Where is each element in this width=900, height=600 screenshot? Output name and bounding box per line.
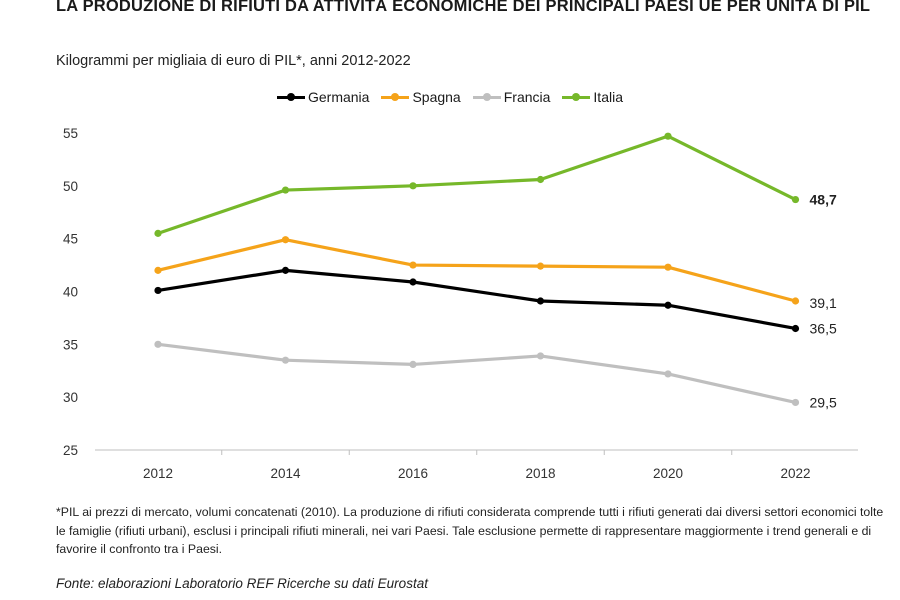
data-point-germania — [536, 297, 545, 305]
series-line-italia — [156, 134, 798, 235]
x-tick-label: 2014 — [270, 466, 301, 481]
chart-subtitle: Kilogrammi per migliaia di euro di PIL*,… — [56, 53, 411, 69]
source-note: Fonte: elaborazioni Laboratorio REF Rice… — [56, 576, 428, 591]
legend-item-spagna: Spagna — [381, 89, 461, 105]
end-label-francia: 29,5 — [810, 394, 837, 410]
footnote: *PIL ai prezzi di mercato, volumi concat… — [56, 505, 884, 556]
data-point-francia — [791, 398, 800, 407]
x-tick-label: 2012 — [143, 466, 173, 481]
data-point-italia — [536, 175, 545, 184]
data-point-italia — [664, 132, 672, 140]
end-label-spagna: 39,1 — [810, 295, 837, 311]
data-point-spagna — [791, 297, 800, 305]
data-point-francia — [536, 352, 545, 360]
legend-swatch-italia — [562, 93, 591, 101]
chart-title: LA PRODUZIONE DI RIFIUTI DA ATTIVITÀ ECO… — [56, 0, 871, 15]
data-point-francia — [281, 356, 290, 364]
data-point-germania — [154, 286, 162, 295]
legend-item-francia: Francia — [472, 89, 551, 105]
y-tick-label: 45 — [63, 232, 78, 247]
legend-item-italia: Italia — [562, 89, 623, 105]
data-point-spagna — [281, 236, 290, 244]
series-line-spagna — [156, 238, 798, 303]
data-point-germania — [791, 324, 800, 333]
end-label-germania: 36,5 — [810, 320, 837, 336]
chart-legend: Germania Spagna Francia Italia — [0, 89, 900, 105]
y-tick-label: 30 — [63, 390, 78, 405]
legend-label-spagna: Spagna — [412, 89, 461, 105]
legend-label-italia: Italia — [593, 89, 623, 105]
legend-swatch-spagna — [381, 93, 410, 101]
legend-label-francia: Francia — [503, 89, 551, 105]
y-tick-label: 35 — [63, 337, 78, 352]
data-point-francia — [154, 340, 162, 348]
data-point-italia — [281, 186, 290, 194]
data-point-germania — [409, 278, 417, 286]
data-point-spagna — [664, 263, 672, 271]
legend-item-germania: Germania — [276, 89, 370, 105]
end-label-italia: 48,7 — [810, 192, 837, 208]
y-tick-label: 55 — [63, 126, 78, 141]
y-tick-label: 40 — [63, 285, 78, 300]
x-tick-label: 2018 — [525, 466, 555, 481]
legend-swatch-francia — [472, 93, 501, 101]
data-point-germania — [281, 266, 290, 274]
data-point-germania — [664, 301, 672, 309]
data-point-italia — [791, 195, 800, 204]
data-point-francia — [664, 370, 672, 378]
data-point-francia — [409, 360, 417, 369]
x-tick-label: 2016 — [398, 466, 428, 481]
data-point-italia — [409, 182, 417, 190]
y-tick-label: 50 — [63, 179, 78, 194]
data-point-spagna — [536, 262, 545, 270]
legend-swatch-germania — [276, 93, 305, 101]
x-tick-label: 2020 — [653, 466, 683, 481]
data-point-italia — [154, 229, 162, 237]
x-tick-label: 2022 — [780, 466, 810, 481]
series-line-germania — [156, 268, 798, 331]
series-line-francia — [156, 342, 798, 405]
data-point-spagna — [409, 261, 417, 269]
y-tick-label: 25 — [63, 443, 78, 458]
legend-label-germania: Germania — [307, 89, 370, 105]
data-point-spagna — [154, 266, 162, 274]
